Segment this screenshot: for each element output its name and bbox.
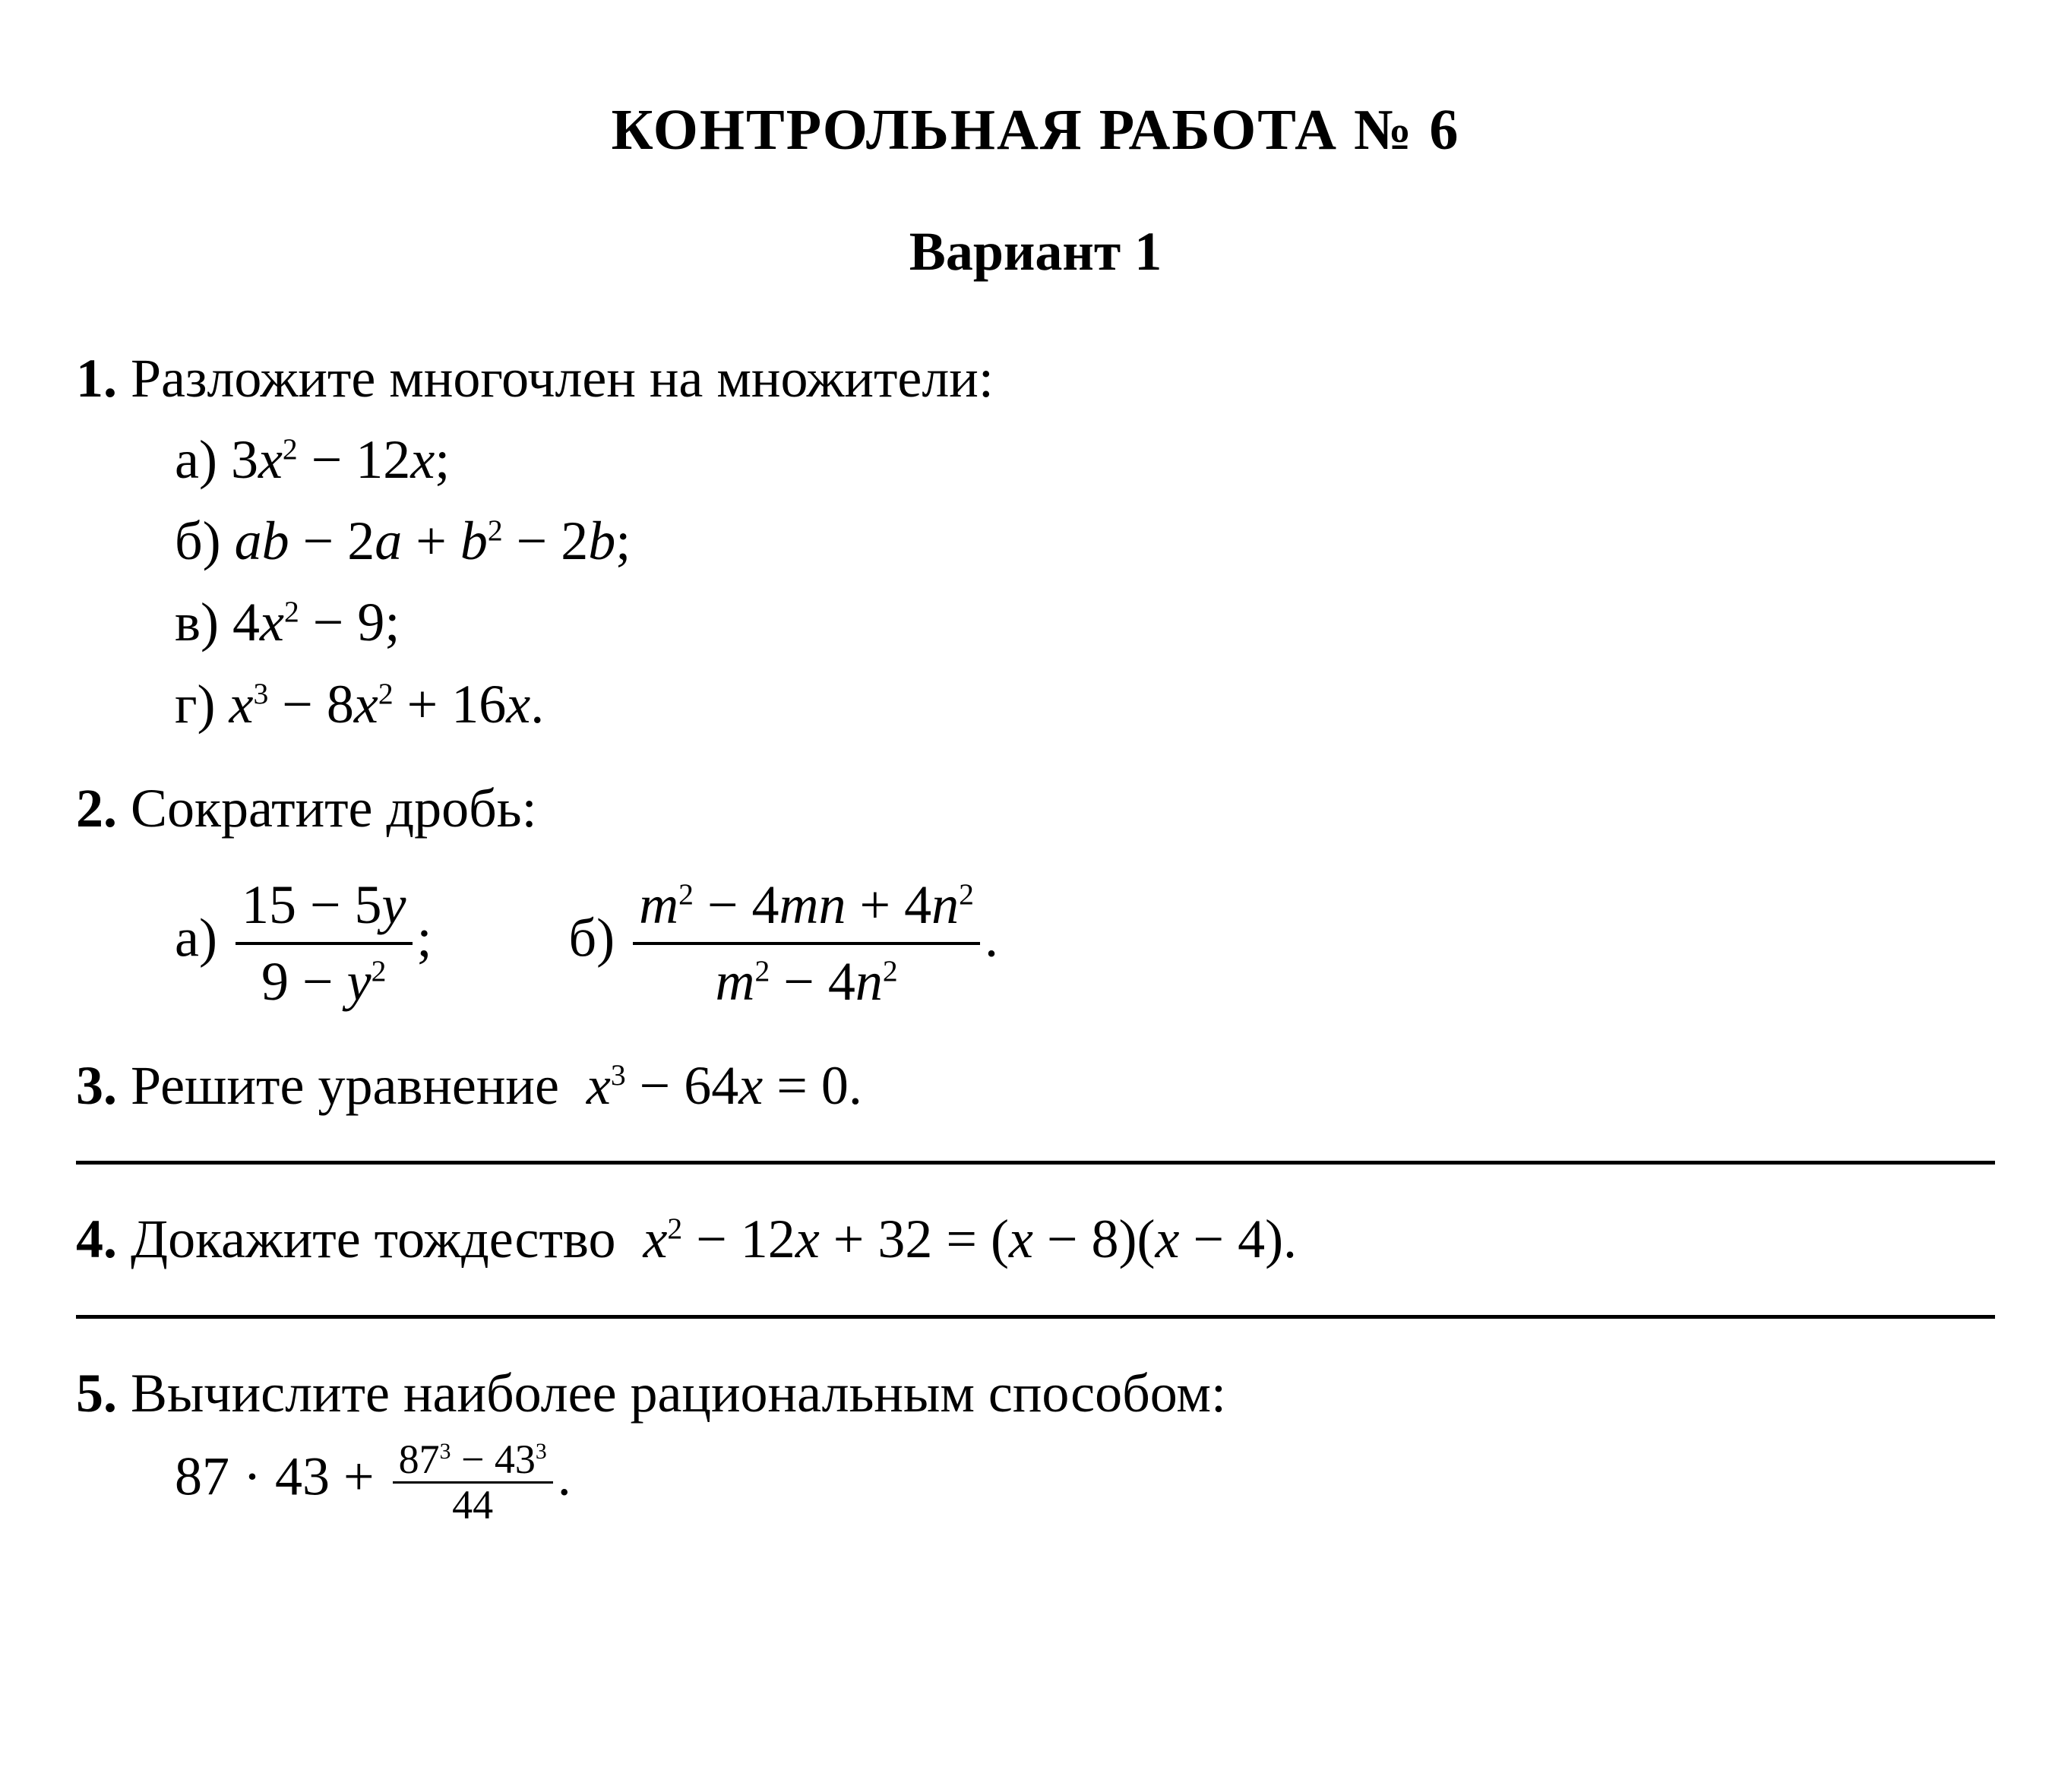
problem-2: 2. Сократите дробь: а) 15 − 5y 9 − y2 ; …	[76, 772, 1995, 1019]
problem-1g-expr: x3 − 8x2 + 16x.	[229, 674, 545, 735]
problem-1g: г) x3 − 8x2 + 16x.	[175, 668, 1995, 741]
problem-5-number: 5.	[76, 1363, 117, 1424]
problem-1v-label: в)	[175, 592, 219, 653]
problem-1-text: Разложите многочлен на множители:	[131, 348, 994, 409]
problem-4-expr: x2 − 12x + 32 = (x − 8)(x − 4).	[629, 1209, 1297, 1269]
variant-title: Вариант 1	[76, 215, 1995, 289]
problem-2-row: а) 15 − 5y 9 − y2 ; б) m2 − 4mn + 4n2	[175, 868, 1995, 1019]
problem-1: 1. Разложите многочлен на множители: а) …	[76, 342, 1995, 741]
problem-1-number: 1.	[76, 348, 117, 409]
worksheet-page: КОНТРОЛЬНАЯ РАБОТА № 6 Вариант 1 1. Разл…	[0, 0, 2071, 1792]
problem-2a-fraction: 15 − 5y 9 − y2	[236, 868, 413, 1019]
problem-2b: б) m2 − 4mn + 4n2 m2 − 4n2 .	[569, 868, 998, 1019]
problem-5-prompt: 5. Вычислите наиболее рациональным спосо…	[76, 1357, 1995, 1430]
problem-1v: в) 4x2 − 9;	[175, 586, 1995, 659]
problem-5-expr: 87 · 43 + 873 − 433 44 .	[175, 1438, 1995, 1526]
problem-1b-label: б)	[175, 510, 221, 571]
problem-1g-label: г)	[175, 674, 216, 735]
divider-2	[76, 1315, 1995, 1319]
problem-2a-denominator: 9 − y2	[236, 945, 413, 1019]
problem-3-prompt: 3. Решите уравнение x3 − 64x = 0.	[76, 1049, 1995, 1123]
problem-2a-numerator: 15 − 5y	[236, 868, 413, 945]
problem-5-fraction: 873 − 433 44	[393, 1438, 553, 1526]
problem-4-prompt: 4. Докажите тождество x2 − 12x + 32 = (x…	[76, 1203, 1995, 1276]
page-title: КОНТРОЛЬНАЯ РАБОТА № 6	[76, 91, 1995, 169]
problem-4-number: 4.	[76, 1209, 117, 1269]
problem-3-number: 3.	[76, 1055, 117, 1116]
problem-4: 4. Докажите тождество x2 − 12x + 32 = (x…	[76, 1203, 1995, 1276]
problem-2b-label: б)	[569, 908, 615, 969]
problem-2b-numerator: m2 − 4mn + 4n2	[633, 868, 980, 945]
problem-3-expr: x3 − 64x = 0.	[573, 1055, 862, 1116]
problem-1a-label: а)	[175, 429, 217, 490]
problem-1v-expr: 4x2 − 9;	[232, 592, 400, 653]
problem-1b-expr: ab − 2a + b2 − 2b;	[235, 510, 631, 571]
problem-5-numerator: 873 − 433	[393, 1438, 553, 1484]
divider-1	[76, 1161, 1995, 1165]
problem-1b: б) ab − 2a + b2 − 2b;	[175, 504, 1995, 578]
problem-1a: а) 3x2 − 12x;	[175, 423, 1995, 497]
problem-1-prompt: 1. Разложите многочлен на множители:	[76, 342, 1995, 416]
problem-5: 5. Вычислите наиболее рациональным спосо…	[76, 1357, 1995, 1527]
problem-2a: а) 15 − 5y 9 − y2 ;	[175, 868, 432, 1019]
problem-2a-label: а)	[175, 908, 217, 969]
problem-2-text: Сократите дробь:	[131, 778, 537, 839]
problem-3: 3. Решите уравнение x3 − 64x = 0.	[76, 1049, 1995, 1123]
problem-5-text: Вычислите наиболее рациональным способом…	[131, 1363, 1226, 1424]
problem-2-number: 2.	[76, 778, 117, 839]
problem-2-prompt: 2. Сократите дробь:	[76, 772, 1995, 845]
problem-5-denominator: 44	[393, 1484, 553, 1527]
problem-4-text: Докажите тождество	[131, 1209, 615, 1269]
problem-2b-fraction: m2 − 4mn + 4n2 m2 − 4n2	[633, 868, 980, 1019]
problem-3-text: Решите уравнение	[131, 1055, 559, 1116]
problem-1a-expr: 3x2 − 12x;	[231, 429, 450, 490]
problem-2b-denominator: m2 − 4n2	[633, 945, 980, 1019]
